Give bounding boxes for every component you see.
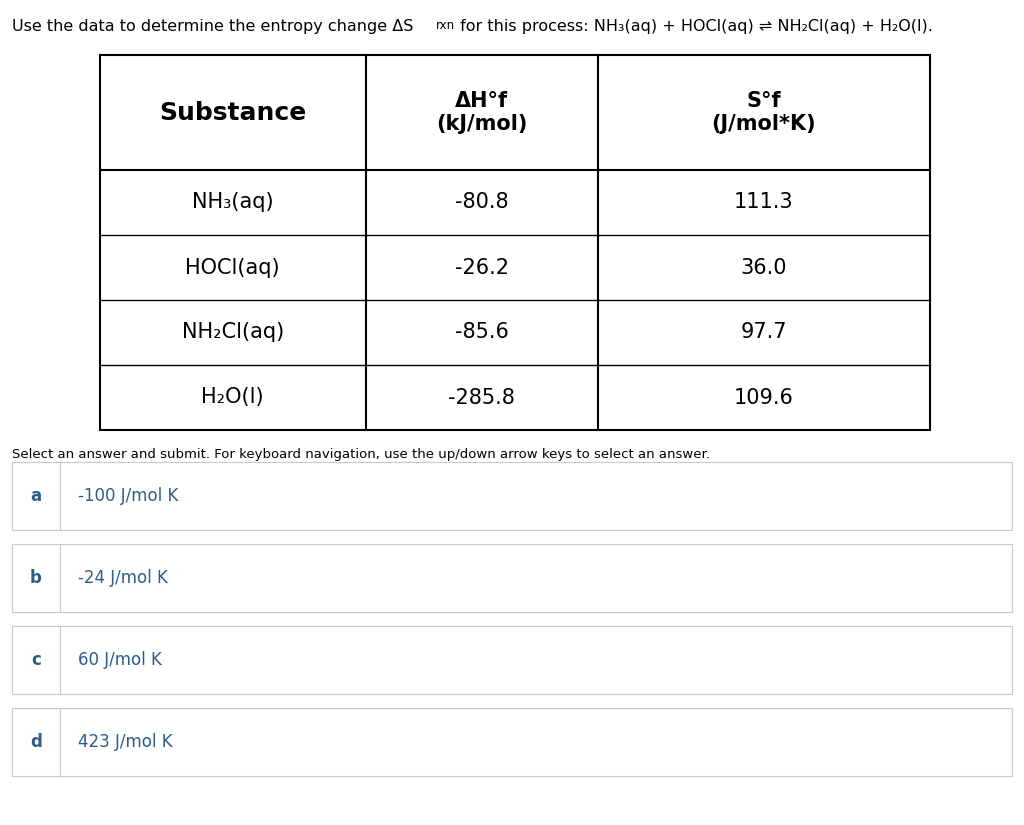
Text: 109.6: 109.6	[734, 388, 794, 408]
Bar	[12, 544, 1012, 612]
Text: -85.6: -85.6	[455, 323, 509, 342]
Text: S°f
(J/mol*K): S°f (J/mol*K)	[712, 91, 816, 134]
Text: rxn: rxn	[436, 19, 455, 32]
Text: 111.3: 111.3	[734, 192, 794, 213]
Bar	[12, 462, 1012, 530]
Text: c: c	[31, 651, 41, 669]
Text: -26.2: -26.2	[455, 257, 509, 277]
Text: NH₂Cl(aq): NH₂Cl(aq)	[181, 323, 284, 342]
Text: d: d	[30, 733, 42, 751]
Text: -80.8: -80.8	[455, 192, 509, 213]
Text: -100 J/mol K: -100 J/mol K	[78, 487, 178, 505]
Text: -24 J/mol K: -24 J/mol K	[78, 569, 168, 587]
Bar	[12, 626, 1012, 694]
Bar	[12, 708, 1012, 776]
Text: b: b	[30, 569, 42, 587]
Text: -285.8: -285.8	[449, 388, 515, 408]
Text: 423 J/mol K: 423 J/mol K	[78, 733, 173, 751]
Text: 60 J/mol K: 60 J/mol K	[78, 651, 162, 669]
Text: Use the data to determine the entropy change ΔS: Use the data to determine the entropy ch…	[12, 19, 414, 34]
Text: for this process: NH₃(aq) + HOCl(aq) ⇌ NH₂Cl(aq) + H₂O(l).: for this process: NH₃(aq) + HOCl(aq) ⇌ N…	[455, 19, 933, 34]
Text: ΔH°f
(kJ/mol): ΔH°f (kJ/mol)	[436, 91, 527, 134]
Text: Select an answer and submit. For keyboard navigation, use the up/down arrow keys: Select an answer and submit. For keyboar…	[12, 448, 710, 461]
Text: 97.7: 97.7	[740, 323, 787, 342]
Text: H₂O(l): H₂O(l)	[202, 388, 264, 408]
Text: a: a	[31, 487, 42, 505]
Text: 36.0: 36.0	[740, 257, 787, 277]
Text: HOCl(aq): HOCl(aq)	[185, 257, 281, 277]
Bar	[100, 55, 930, 430]
Text: NH₃(aq): NH₃(aq)	[191, 192, 273, 213]
Text: Substance: Substance	[159, 101, 306, 125]
